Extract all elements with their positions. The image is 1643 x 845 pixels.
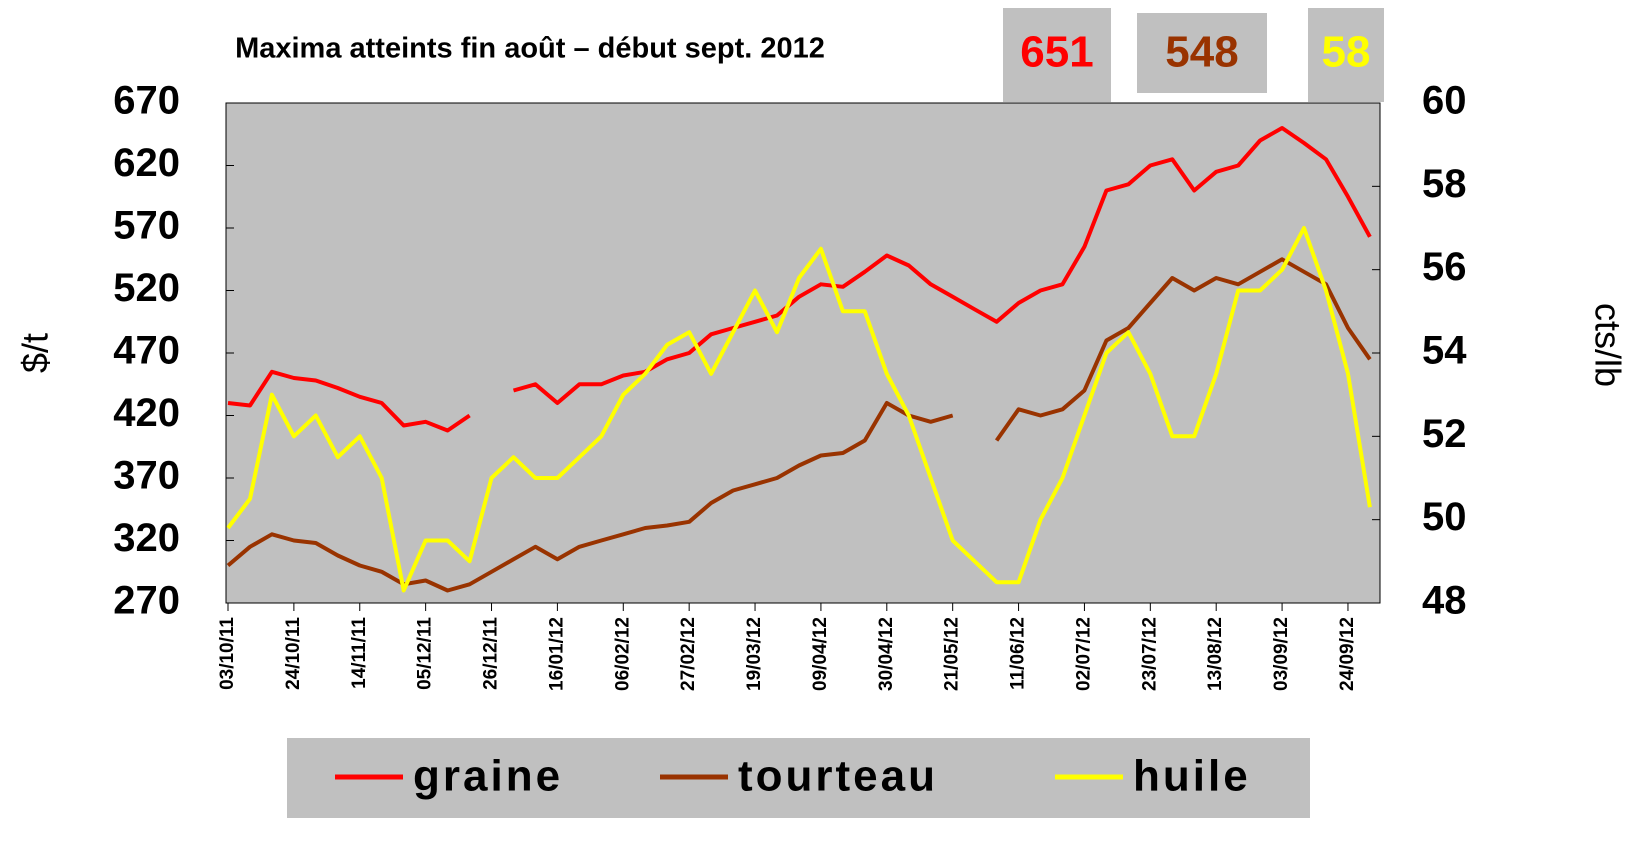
- x-tick-label: 24/09/12: [1337, 617, 1358, 691]
- annotation-box: [1137, 13, 1267, 93]
- y2-tick-label: 60: [1422, 79, 1467, 123]
- y-tick-label: 320: [113, 516, 180, 560]
- legend-label: huile: [1133, 752, 1251, 801]
- y-tick-label: 370: [113, 454, 180, 498]
- x-tick-label: 13/08/12: [1205, 617, 1226, 691]
- y2-tick-label: 54: [1422, 329, 1467, 373]
- x-tick-label: 06/02/12: [612, 617, 633, 691]
- annotation: 651: [1020, 28, 1093, 77]
- x-tick-label: 27/02/12: [678, 617, 699, 691]
- chart-title: Maxima atteints fin août – début sept. 2…: [235, 33, 825, 65]
- x-tick-label: 24/10/11: [283, 617, 304, 690]
- y2-tick-label: 56: [1422, 245, 1467, 289]
- annotation-box: [1308, 8, 1384, 102]
- legend-label: graine: [413, 752, 563, 801]
- y2-tick-label: 48: [1422, 579, 1467, 623]
- y2-axis-label: cts/lb: [1587, 303, 1628, 387]
- y-tick-label: 520: [113, 266, 180, 310]
- x-tick-label: 02/07/12: [1073, 617, 1094, 691]
- annotation-box: [1003, 8, 1111, 102]
- annotation: 548: [1165, 28, 1238, 77]
- series-line: [226, 226, 1372, 593]
- annotation: 58: [1322, 28, 1371, 77]
- y-tick-label: 670: [113, 79, 180, 123]
- x-tick-label: 19/03/12: [744, 617, 765, 691]
- y-tick-label: 420: [113, 391, 180, 435]
- x-tick-label: 11/06/12: [1008, 617, 1029, 690]
- y-tick-label: 570: [113, 204, 180, 248]
- legend-label: tourteau: [738, 752, 938, 801]
- legend-box: [287, 738, 1310, 818]
- x-tick-label: 14/11/11: [349, 617, 370, 689]
- y-tick-label: 620: [113, 141, 180, 185]
- x-tick-label: 21/05/12: [942, 617, 963, 691]
- x-tick-label: 09/04/12: [810, 617, 831, 691]
- y-tick-label: 270: [113, 579, 180, 623]
- series-line: [226, 257, 1372, 593]
- x-tick-label: 26/12/11: [481, 617, 502, 690]
- x-tick-label: 03/09/12: [1271, 617, 1292, 691]
- series-line: [227, 126, 1372, 433]
- y2-tick-label: 52: [1422, 412, 1467, 456]
- y2-tick-label: 50: [1422, 495, 1467, 539]
- x-tick-label: 05/12/11: [415, 617, 436, 690]
- y-axis-label: $/t: [15, 333, 56, 373]
- x-tick-label: 23/07/12: [1139, 617, 1160, 691]
- x-tick-label: 16/01/12: [546, 617, 567, 691]
- x-tick-label: 03/10/11: [217, 617, 238, 690]
- y2-tick-label: 58: [1422, 162, 1467, 206]
- y-tick-label: 470: [113, 329, 180, 373]
- x-tick-label: 30/04/12: [876, 617, 897, 691]
